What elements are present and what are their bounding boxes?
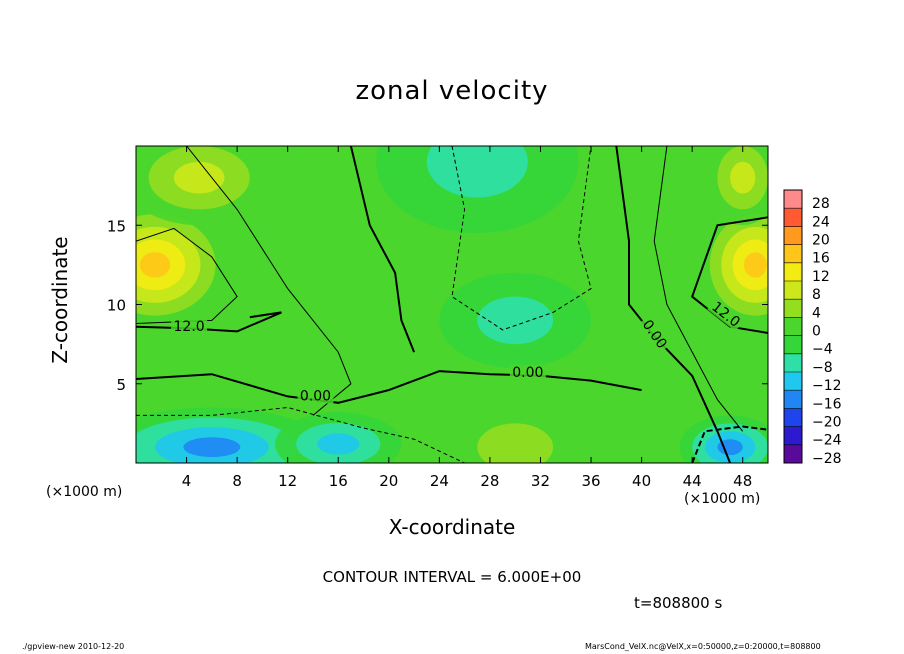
contour-label-group: 12.0 — [171, 318, 208, 335]
contour-label-bg — [638, 315, 672, 354]
x-tick-label: 20 — [379, 472, 398, 490]
colorbar-label: −4 — [812, 342, 833, 358]
contour-thin-right — [653, 146, 744, 432]
colorbar-label: −8 — [812, 360, 833, 376]
field-region — [317, 433, 360, 455]
contour-thin-mid — [186, 146, 352, 416]
colorbar-label: 20 — [812, 233, 830, 249]
contour-zero-left — [349, 146, 416, 353]
x-tick-label: 48 — [733, 472, 752, 490]
x-tick-label: 12 — [278, 472, 297, 490]
contour-interval-text: CONTOUR INTERVAL = 6.000E+00 — [322, 568, 582, 586]
contour-label-bg — [297, 388, 334, 404]
x-tick-label: 32 — [531, 472, 550, 490]
contour-label-bg — [707, 297, 745, 332]
contour-neg-left — [136, 406, 465, 463]
contour-zero-low — [136, 370, 642, 404]
contour-12-left — [136, 311, 282, 333]
colorbar-swatch — [784, 262, 802, 282]
field-region — [426, 146, 528, 198]
contour-label: 0.00 — [512, 365, 543, 381]
footer-program: ./gpview-new 2010-12-20 — [22, 642, 125, 651]
colorbar-swatch — [784, 244, 802, 264]
field-region — [743, 252, 767, 278]
footer-source: MarsCond_VelX.nc@VelX,x=0:50000,z=0:2000… — [585, 642, 821, 651]
y-axis-label: Z-coordinate — [48, 236, 72, 364]
colorbar-swatch — [784, 335, 802, 355]
colorbar-swatch — [784, 299, 802, 318]
x-tick-label: 40 — [632, 472, 651, 490]
contour-neg-right — [691, 425, 768, 463]
field-region — [139, 252, 171, 278]
colorbar-label: 16 — [812, 251, 830, 267]
chart-title: zonal velocity — [355, 76, 549, 106]
y-tick-label: 5 — [116, 376, 126, 394]
colorbar-label: 8 — [812, 287, 821, 303]
x-tick-label: 36 — [581, 472, 600, 490]
colorbar-swatch — [784, 372, 802, 391]
y-tick-label: 10 — [107, 297, 126, 315]
x-unit-label-right: (×1000 m) — [684, 491, 761, 507]
time-text: t=808800 s — [634, 594, 723, 612]
colorbar-label: −28 — [812, 451, 842, 467]
x-tick-label: 16 — [329, 472, 348, 490]
contour-label-group: 0.00 — [509, 364, 546, 381]
colorbar-label: 0 — [812, 324, 821, 340]
colorbar-label: 12 — [812, 269, 830, 285]
colorbar-label: 28 — [812, 196, 830, 212]
colorbar-label: −24 — [812, 433, 842, 449]
field-region — [183, 437, 241, 458]
x-tick-label: 4 — [182, 472, 192, 490]
colorbar-label: −16 — [812, 396, 842, 412]
x-tick-label: 28 — [480, 472, 499, 490]
colorbar-swatch — [784, 226, 802, 246]
colorbar-swatch — [784, 390, 802, 409]
x-unit-label-left: (×1000 m) — [46, 484, 123, 500]
contour-label-bg — [509, 364, 546, 380]
colorbar-swatch — [784, 353, 802, 373]
colorbar-swatch — [784, 208, 802, 227]
contour-label: 12.0 — [174, 319, 205, 335]
field-region — [477, 423, 554, 463]
contour-label-group: 0.00 — [297, 388, 334, 405]
colorbar-swatch — [784, 444, 802, 464]
colorbar-swatch — [784, 408, 802, 428]
colorbar-label: 4 — [812, 305, 821, 321]
contour-label-bg — [171, 318, 208, 334]
field-region — [717, 439, 743, 456]
field-region — [477, 296, 554, 345]
colorbar-swatch — [784, 190, 802, 209]
contour-12-right — [691, 216, 768, 334]
x-axis-label: X-coordinate — [388, 515, 516, 539]
colorbar-label: 24 — [812, 214, 830, 230]
colorbar-swatch — [784, 426, 802, 446]
contour-label: 0.00 — [300, 389, 331, 405]
contour-neg-center — [451, 146, 592, 331]
y-tick-label: 15 — [107, 217, 126, 235]
field-region — [730, 161, 756, 194]
x-tick-label: 8 — [232, 472, 242, 490]
colorbar-swatch — [784, 281, 802, 300]
colorbar-label: −12 — [812, 378, 842, 394]
x-tick-label: 24 — [430, 472, 449, 490]
colorbar-swatch — [784, 317, 802, 337]
x-tick-label: 44 — [683, 472, 702, 490]
field-region — [173, 161, 225, 194]
colorbar-label: −20 — [812, 415, 842, 431]
